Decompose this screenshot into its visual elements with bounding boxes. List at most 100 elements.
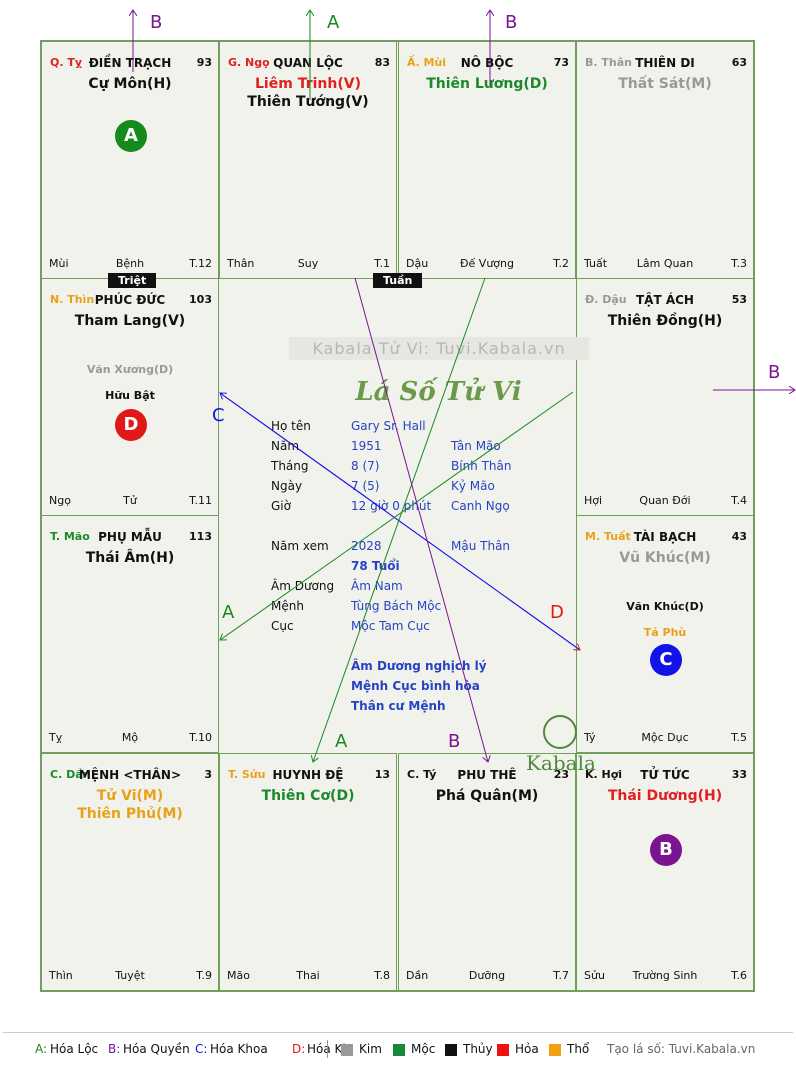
palace-ngo[interactable]: G. Ngọ QUAN LỘC 83 Liêm Trinh(V) Thiên Tướng… [219, 41, 397, 279]
palace-phase: Tử [123, 494, 137, 507]
palace-phase: Thai [296, 969, 320, 982]
element-label: Kim [359, 1042, 382, 1056]
palace-tnum: T.9 [196, 969, 212, 982]
palace-phase: Bệnh [115, 257, 145, 270]
info-value: Gary Sr. Hall [351, 419, 426, 433]
palace-branch: Sửu [584, 969, 605, 982]
palace-branch: Tỵ [49, 731, 63, 744]
arrow-label-d: D [550, 602, 564, 623]
center-note: Âm Dương nghịch lý [351, 659, 487, 673]
element-swatch [549, 1044, 561, 1056]
palace-branch: Tuất [584, 257, 608, 270]
palace-tnum: T.6 [731, 969, 747, 982]
triet-tag: Triệt [108, 273, 157, 288]
palace-number: 13 [374, 768, 390, 781]
palace-stem: N. Thìn [50, 293, 95, 306]
palace-tnum: T.11 [189, 494, 212, 507]
palace-name: ĐIỀN TRẠCH [88, 56, 172, 70]
arrow-label-c: C [212, 405, 225, 426]
legend: A:Hóa Lộc B:Hóa Quyền C:Hóa Khoa D:Hóa Kị Ki… [0, 1030, 796, 1070]
info-label: Ngày [271, 479, 303, 493]
palace-phase: Mộc Dục [641, 731, 689, 744]
palace-tnum: T.7 [553, 969, 569, 982]
legend-key: D: [292, 1042, 306, 1056]
info-label: Mệnh [271, 599, 304, 613]
major-star: Thiên Tướng(V) [247, 94, 369, 110]
palace-phase: Trường Sinh [632, 969, 698, 982]
arrow-b-diag-down [354, 277, 488, 762]
palace-hoi[interactable]: K. Hợi TỬ TỨC 33 Thái Dương(H) Sửu Trường Sin… [576, 753, 754, 991]
major-star: Thiên Đồng(H) [607, 313, 723, 329]
palace-number: 103 [189, 293, 212, 306]
info-value-2: Canh Ngọ [451, 499, 510, 513]
info-value-2: Kỷ Mão [451, 479, 495, 493]
palace-name: MỆNH <THÂN> [78, 768, 182, 782]
palace-number: 113 [189, 530, 212, 543]
palace-tnum: T.10 [189, 731, 212, 744]
kabala-brand: Kabala [526, 751, 596, 775]
element-label: Hỏa [515, 1042, 539, 1056]
palace-branch: Hợi [584, 494, 603, 507]
major-star: Phá Quân(M) [435, 788, 539, 804]
palace-tnum: T.4 [731, 494, 747, 507]
major-star: Tham Lang(V) [74, 313, 186, 329]
palace-phase: Suy [297, 257, 319, 270]
palace-dau[interactable]: Đ. Dậu TẬT ÁCH 53 Thiên Đồng(H) Hợi Quan Đới T… [576, 278, 754, 516]
palace-stem: G. Ngọ [228, 56, 270, 69]
palace-tuat[interactable]: M. Tuất TÀI BẠCH 43 Vũ Khúc(M) Văn Khúc(D) Tả… [576, 515, 754, 753]
palace-stem: Q. Tỵ [50, 56, 83, 69]
palace-stem: B. Thân [585, 56, 632, 69]
arrow-a-diag-left [220, 391, 574, 640]
palace-stem: T. Sửu [228, 768, 266, 781]
palace-dan[interactable]: C. Dần MỆNH <THÂN> 3 Tử Vi(M) Thiên Phủ(M) Th… [41, 753, 219, 991]
minor-star: Văn Khúc(D) [626, 600, 704, 613]
arrow-label-a: A [335, 731, 348, 752]
palace-number: 43 [731, 530, 747, 543]
palace-thin[interactable]: N. Thìn PHÚC ĐỨC 103 Tham Lang(V) Văn Xương(… [41, 278, 219, 516]
legend-key: B: [108, 1042, 121, 1056]
info-value: Mộc Tam Cục [351, 619, 430, 633]
major-star: Liêm Trinh(V) [255, 76, 361, 92]
info-value: 12 giờ 0 phút [351, 499, 432, 513]
palace-name: TẬT ÁCH [636, 293, 694, 307]
palace-branch: Dậu [406, 257, 429, 270]
tuvi-chart: Q. Tỵ ĐIỀN TRẠCH 93 Cự Môn(H) Mùi Bệnh T.12 A G.… [40, 40, 755, 992]
palace-mui[interactable]: Ấ. Mùi NÔ BỘC 73 Thiên Lương(D) Dậu Đế Vượng T… [398, 41, 576, 279]
palace-branch: Ngọ [49, 494, 71, 507]
palace-stem: C. Tý [407, 768, 437, 781]
palace-ty[interactable]: Q. Tỵ ĐIỀN TRẠCH 93 Cự Môn(H) Mùi Bệnh T.12 A [41, 41, 219, 279]
arrow-label-a: A [222, 602, 235, 623]
palace-suu[interactable]: T. Sửu HUYNH ĐỆ 13 Thiên Cơ(D) Mão Thai T.8 [219, 753, 397, 991]
palace-tnum: T.5 [731, 731, 747, 744]
arrow-label-b: B [768, 362, 781, 383]
minor-star: Tả Phù [643, 626, 687, 639]
palace-stem: M. Tuất [585, 530, 631, 543]
element-swatch [445, 1044, 457, 1056]
element-swatch [393, 1044, 405, 1056]
info-value: Âm Nam [351, 579, 403, 593]
arrow-a-diag-down [313, 277, 486, 762]
palace-branch: Tý [584, 731, 596, 744]
palace-tyrat[interactable]: C. Tý PHU THÊ 23 Phá Quân(M) Dần Dưỡng T.7 [398, 753, 576, 991]
minor-star: Hữu Bật [105, 389, 155, 402]
palace-stem: T. Mão [50, 530, 90, 543]
arrow-label-b: B [448, 731, 461, 752]
palace-branch: Mão [227, 969, 250, 982]
palace-than[interactable]: B. Thân THIÊN DI 63 Thất Sát(M) Tuất Lâm Quan… [576, 41, 754, 279]
arrow-d-diag [219, 392, 580, 650]
palace-tnum: T.3 [731, 257, 747, 270]
palace-number: 53 [731, 293, 747, 306]
palace-mao[interactable]: T. Mão PHỤ MẪU 113 Thái Âm(H) Tỵ Mộ T.10 [41, 515, 219, 753]
palace-name: PHÚC ĐỨC [94, 293, 166, 307]
major-star: Thái Dương(H) [607, 788, 723, 804]
palace-tnum: T.8 [374, 969, 390, 982]
info-label: Năm xem [271, 539, 329, 553]
palace-number: 63 [731, 56, 747, 69]
palace-number: 73 [553, 56, 569, 69]
palace-phase: Quan Đới [639, 494, 691, 507]
legend-divider [3, 1032, 793, 1033]
element-label: Thủy [463, 1042, 493, 1056]
palace-name: TỬ TỨC [640, 768, 690, 782]
palace-name: NÔ BỘC [460, 56, 514, 70]
palace-stem: C. Dần [50, 768, 91, 781]
